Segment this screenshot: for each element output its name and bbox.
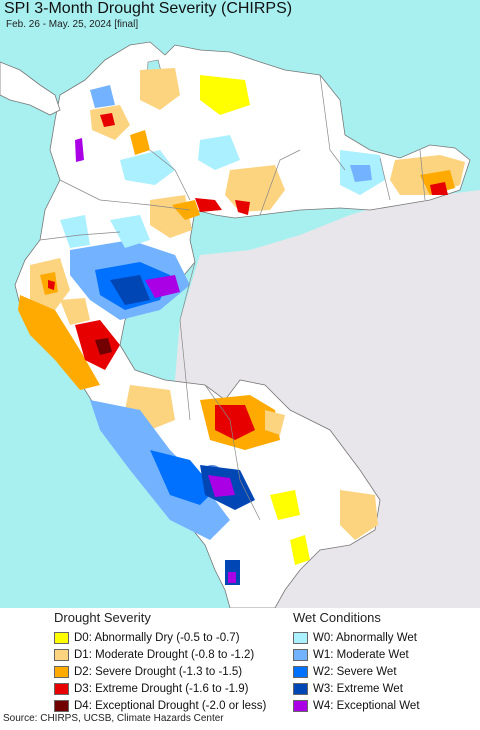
legend-swatch bbox=[293, 631, 308, 644]
country-borders bbox=[39, 74, 426, 521]
legend-swatch bbox=[54, 648, 69, 661]
legend-item-w3: W3: Extreme Wet bbox=[293, 680, 420, 697]
map-subtitle: Feb. 26 - May. 25, 2024 [final] bbox=[6, 19, 139, 30]
legend-swatch bbox=[293, 699, 308, 712]
legend-swatch bbox=[54, 682, 69, 695]
legend-item-w1: W1: Moderate Wet bbox=[293, 646, 420, 663]
legend: Drought Severity D0: Abnormally Dry (-0.… bbox=[0, 608, 480, 712]
map-title: SPI 3-Month Drought Severity (CHIRPS) bbox=[4, 0, 293, 17]
legend-item-d0: D0: Abnormally Dry (-0.5 to -0.7) bbox=[54, 629, 266, 646]
drought-legend-heading: Drought Severity bbox=[54, 610, 151, 625]
legend-item-w0: W0: Abnormally Wet bbox=[293, 629, 420, 646]
legend-swatch bbox=[54, 665, 69, 678]
central-america bbox=[0, 61, 61, 116]
legend-label: W0: Abnormally Wet bbox=[313, 631, 417, 644]
map-canvas bbox=[0, 0, 480, 608]
drought-map: SPI 3-Month Drought Severity (CHIRPS) Fe… bbox=[0, 0, 480, 608]
wet-legend: Wet Conditions W0: Abnormally Wet W1: Mo… bbox=[293, 610, 420, 714]
legend-item-d4: D4: Exceptional Drought (-2.0 or less) bbox=[54, 697, 266, 714]
legend-swatch bbox=[293, 682, 308, 695]
legend-label: D2: Severe Drought (-1.3 to -1.5) bbox=[74, 665, 243, 678]
source-credit: Source: CHIRPS, UCSB, Climate Hazards Ce… bbox=[3, 713, 224, 724]
legend-item-d3: D3: Extreme Drought (-1.6 to -1.9) bbox=[54, 680, 266, 697]
legend-item-d2: D2: Severe Drought (-1.3 to -1.5) bbox=[54, 663, 266, 680]
drought-patches bbox=[18, 68, 465, 565]
legend-label: W2: Severe Wet bbox=[313, 665, 397, 678]
legend-label: W1: Moderate Wet bbox=[313, 648, 409, 661]
legend-item-w2: W2: Severe Wet bbox=[293, 663, 420, 680]
legend-label: D4: Exceptional Drought (-2.0 or less) bbox=[74, 699, 267, 712]
legend-label: W3: Extreme Wet bbox=[313, 682, 403, 695]
legend-label: D1: Moderate Drought (-0.8 to -1.2) bbox=[74, 648, 255, 661]
legend-swatch bbox=[293, 665, 308, 678]
legend-swatch bbox=[54, 699, 69, 712]
legend-item-d1: D1: Moderate Drought (-0.8 to -1.2) bbox=[54, 646, 266, 663]
legend-swatch bbox=[293, 648, 308, 661]
wet-legend-heading: Wet Conditions bbox=[293, 610, 381, 625]
legend-label: D0: Abnormally Dry (-0.5 to -0.7) bbox=[74, 631, 240, 644]
legend-label: D3: Extreme Drought (-1.6 to -1.9) bbox=[74, 682, 249, 695]
legend-label: W4: Exceptional Wet bbox=[313, 699, 420, 712]
legend-swatch bbox=[54, 631, 69, 644]
drought-legend: Drought Severity D0: Abnormally Dry (-0.… bbox=[54, 610, 266, 714]
legend-item-w4: W4: Exceptional Wet bbox=[293, 697, 420, 714]
